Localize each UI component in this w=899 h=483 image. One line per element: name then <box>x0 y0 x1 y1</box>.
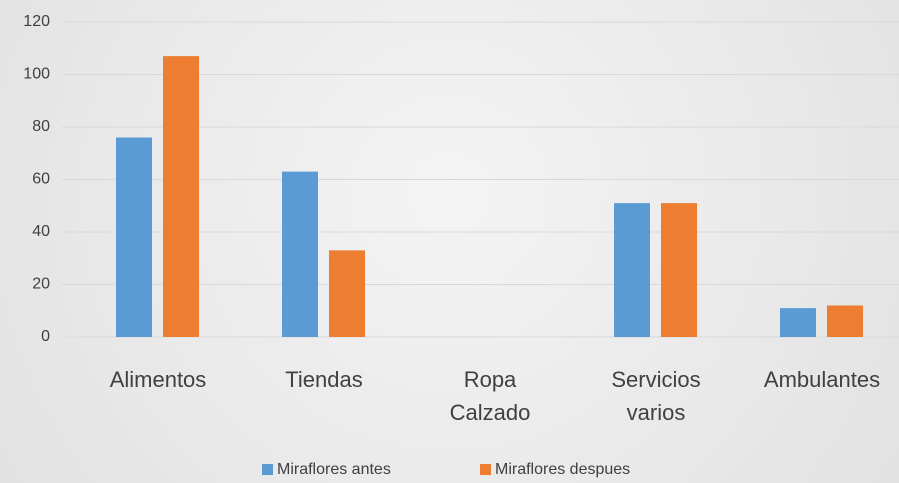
y-tick-label: 60 <box>32 171 50 188</box>
x-tick-label: Servicios <box>611 367 700 392</box>
bar <box>282 171 318 337</box>
bar <box>116 137 152 337</box>
x-tick-label: Ropa <box>464 367 517 392</box>
legend-swatch <box>262 464 273 475</box>
y-tick-label: 0 <box>41 328 50 345</box>
legend-label: Miraflores antes <box>277 461 391 478</box>
bar <box>329 250 365 337</box>
x-tick-label: Alimentos <box>110 367 207 392</box>
x-tick-label: varios <box>627 400 686 425</box>
bar <box>827 305 863 337</box>
y-tick-label: 100 <box>23 66 50 83</box>
x-tick-label: Tiendas <box>285 367 362 392</box>
x-tick-label: Calzado <box>450 400 531 425</box>
bar <box>661 203 697 337</box>
bar <box>780 308 816 337</box>
bar <box>614 203 650 337</box>
legend-label: Miraflores despues <box>495 461 630 478</box>
y-tick-label: 120 <box>23 13 50 30</box>
x-tick-label: Ambulantes <box>764 367 880 392</box>
y-tick-label: 20 <box>32 276 50 293</box>
bar <box>163 56 199 337</box>
y-tick-label: 40 <box>32 223 50 240</box>
legend-swatch <box>480 464 491 475</box>
y-tick-label: 80 <box>32 118 50 135</box>
